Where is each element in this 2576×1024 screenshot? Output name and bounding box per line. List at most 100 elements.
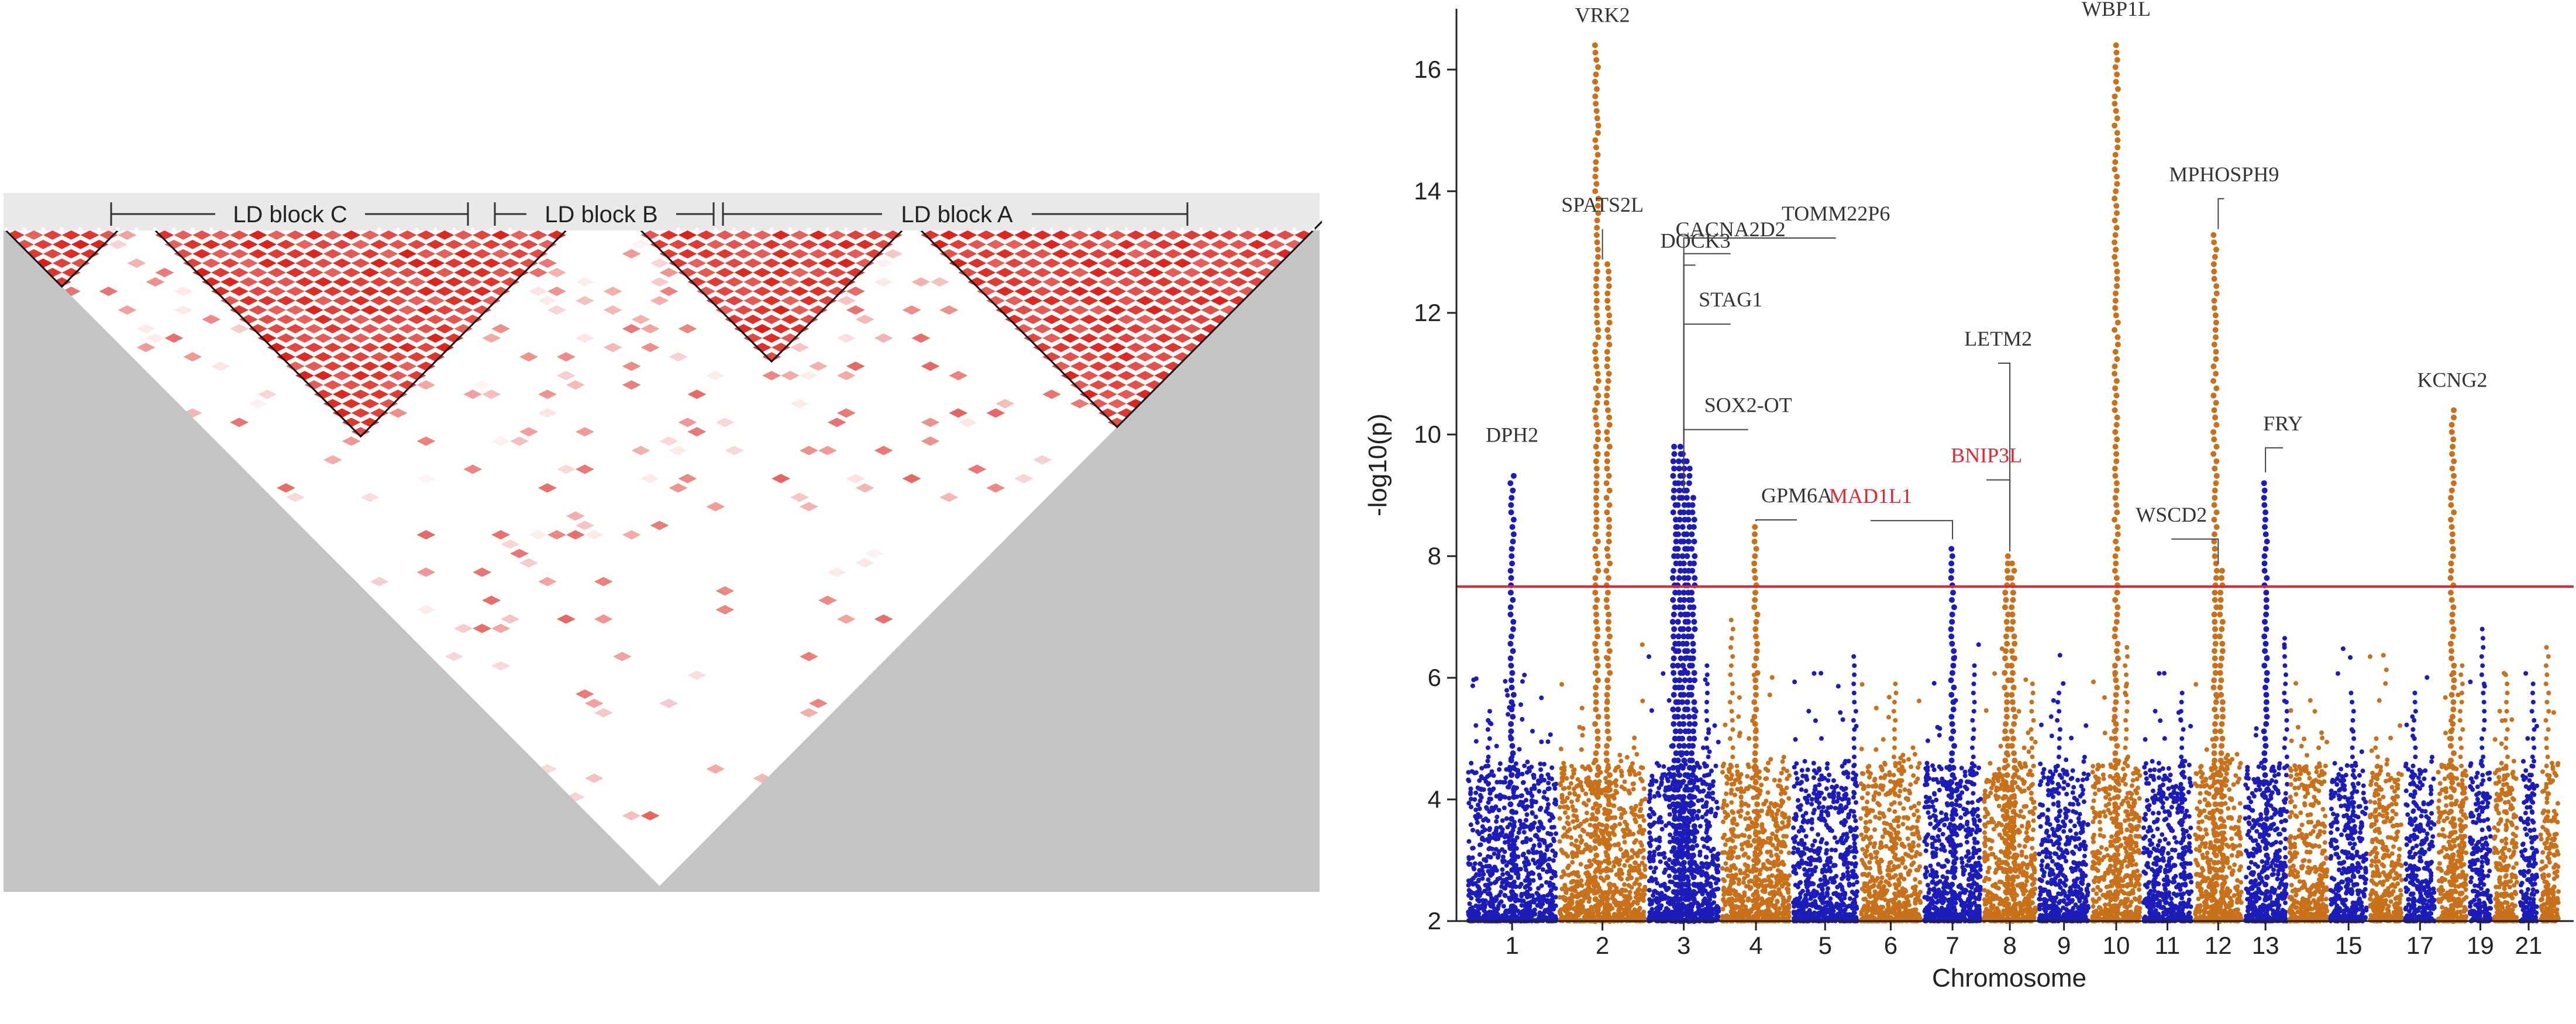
snp-point (1704, 828, 1710, 832)
ld-cell (398, 324, 417, 334)
ld-cell (669, 352, 688, 362)
snp-point (1603, 495, 1610, 501)
snp-point (1754, 860, 1760, 866)
ld-cell (1089, 361, 1108, 371)
ld-cell (1107, 399, 1127, 409)
snp-point (1614, 856, 1619, 861)
snp-point (1740, 847, 1745, 851)
snp-point (1530, 811, 1535, 816)
ld-cell (986, 277, 1005, 287)
snp-point (1691, 560, 1697, 567)
ld-cell (1126, 230, 1145, 240)
snp-point (1752, 684, 1759, 691)
ld-cell (136, 324, 156, 334)
ld-cell (1107, 361, 1127, 371)
snp-point (1496, 836, 1501, 842)
ld-cell (678, 418, 697, 427)
snp-point (1466, 770, 1471, 775)
ld-cell (285, 343, 305, 353)
snp-point (1509, 633, 1514, 640)
ld-cell (1173, 258, 1192, 268)
snp-point (1690, 611, 1696, 618)
snp-point (1690, 648, 1696, 654)
ld-cell (715, 287, 735, 296)
snp-point (1676, 516, 1683, 523)
ld-cell (314, 352, 333, 362)
ld-cell (370, 389, 389, 399)
ld-cell (687, 389, 707, 399)
ld-cell (519, 427, 538, 437)
snp-point (1692, 626, 1698, 632)
snp-point (1800, 819, 1806, 825)
snp-point (1547, 818, 1552, 823)
ld-cell (1117, 352, 1136, 362)
snp-point (1663, 823, 1668, 828)
snp-point (1593, 801, 1599, 808)
ld-cell (407, 371, 426, 381)
snp-point (1742, 893, 1747, 898)
snp-point (1665, 907, 1671, 912)
snp-point (1711, 894, 1717, 899)
snp-point (1727, 699, 1733, 705)
snp-point (1542, 777, 1547, 782)
ld-cell (416, 249, 436, 259)
ld-cell (501, 258, 520, 268)
snp-point (1651, 870, 1657, 874)
snp-point (1509, 852, 1516, 858)
snp-point (1634, 891, 1640, 897)
snp-point (1738, 795, 1744, 800)
snp-point (1553, 799, 1558, 804)
ld-cell (622, 811, 641, 820)
ld-cell (874, 240, 893, 250)
ld-cell (295, 240, 314, 250)
snp-point (1509, 524, 1516, 530)
ld-cell (285, 324, 305, 334)
snp-point (1672, 808, 1678, 815)
snp-point (1676, 772, 1683, 778)
snp-point (1478, 814, 1483, 819)
snp-point (1604, 874, 1611, 881)
ld-cell (33, 240, 53, 250)
ld-cell (1191, 258, 1211, 268)
snp-point (1594, 268, 1600, 275)
ld-marker-dot (135, 227, 139, 231)
snp-point (1468, 786, 1473, 791)
snp-point (1671, 911, 1677, 917)
ld-cell (342, 361, 361, 371)
snp-point (1606, 531, 1612, 537)
ld-cell (323, 343, 342, 353)
ld-cell (1098, 258, 1117, 268)
ld-cell (1182, 230, 1201, 240)
ld-cell (575, 427, 594, 437)
ld-cell (304, 249, 323, 259)
ld-cell (1098, 277, 1117, 287)
snp-point (1597, 787, 1602, 792)
snp-point (1782, 916, 1788, 921)
snp-point (1479, 775, 1485, 781)
snp-point (1680, 713, 1686, 720)
snp-point (1599, 897, 1604, 902)
ld-cell (1089, 380, 1108, 390)
snp-point (1536, 892, 1541, 898)
snp-point (1500, 913, 1505, 918)
snp-point (1641, 847, 1646, 853)
snp-point (1730, 809, 1735, 814)
ld-cell (43, 230, 62, 240)
ld-cell (911, 333, 931, 343)
snp-point (1487, 900, 1492, 905)
ld-cell (192, 268, 212, 278)
snp-point (1753, 706, 1759, 713)
snp-point (1691, 881, 1697, 888)
snp-point (1752, 575, 1758, 581)
snp-point (1759, 782, 1764, 788)
snp-point (1706, 836, 1711, 842)
snp-point (1684, 553, 1690, 559)
ld-cell (874, 277, 893, 287)
snp-point (1775, 829, 1780, 833)
ld-cell (407, 240, 426, 250)
ld-cell (314, 371, 333, 381)
ld-cell (510, 249, 529, 259)
snp-point (1562, 810, 1568, 815)
ld-cell (1126, 361, 1145, 371)
ld-cell (538, 577, 557, 587)
